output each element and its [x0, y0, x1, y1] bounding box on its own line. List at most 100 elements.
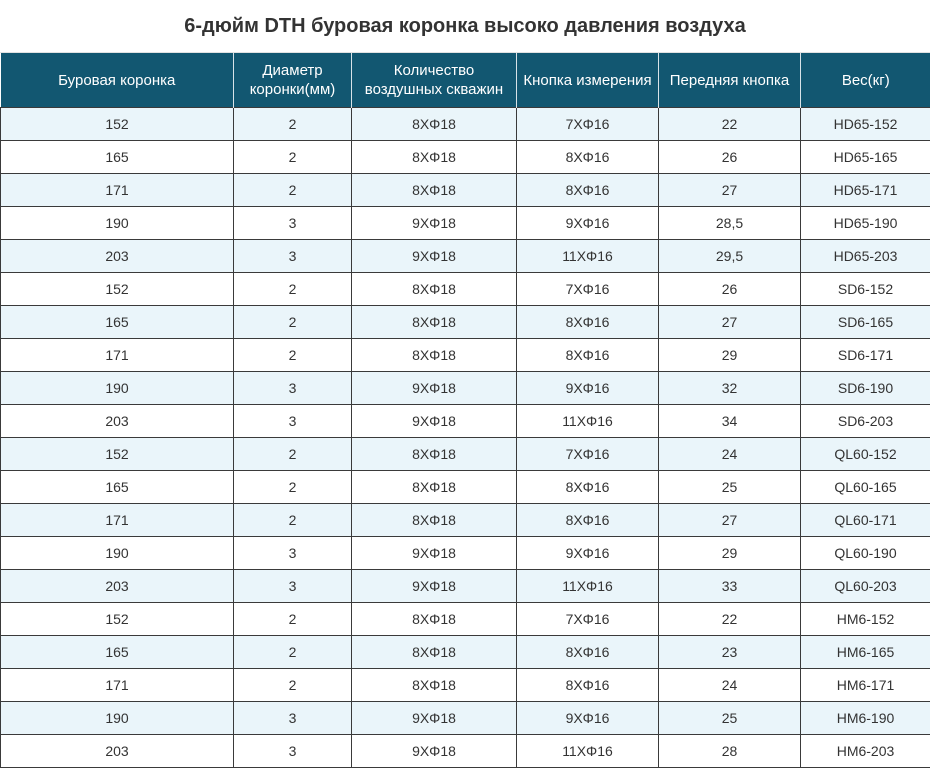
cell-gauge-button: 7XΦ16 [517, 108, 659, 141]
cell-bit-diameter: 2 [234, 108, 352, 141]
cell-gauge-button: 7XΦ16 [517, 273, 659, 306]
cell-weight: HM6-190 [801, 702, 930, 735]
cell-air-holes: 8XΦ18 [352, 471, 517, 504]
cell-front-button: 25 [659, 702, 801, 735]
cell-drill-bit: 171 [1, 339, 234, 372]
cell-front-button: 28,5 [659, 207, 801, 240]
cell-weight: SD6-171 [801, 339, 930, 372]
cell-weight: QL60-190 [801, 537, 930, 570]
cell-bit-diameter: 2 [234, 636, 352, 669]
table-header: Буровая коронка Диаметр коронки(мм) Коли… [1, 53, 930, 108]
cell-weight: SD6-152 [801, 273, 930, 306]
cell-air-holes: 9XΦ18 [352, 570, 517, 603]
column-header-weight: Вес(кг) [801, 53, 930, 108]
cell-front-button: 32 [659, 372, 801, 405]
cell-gauge-button: 11XΦ16 [517, 735, 659, 768]
cell-gauge-button: 8XΦ16 [517, 504, 659, 537]
cell-gauge-button: 8XΦ16 [517, 669, 659, 702]
cell-bit-diameter: 3 [234, 240, 352, 273]
cell-air-holes: 9XΦ18 [352, 405, 517, 438]
cell-weight: QL60-165 [801, 471, 930, 504]
cell-front-button: 22 [659, 108, 801, 141]
cell-front-button: 24 [659, 669, 801, 702]
cell-air-holes: 8XΦ18 [352, 603, 517, 636]
cell-air-holes: 8XΦ18 [352, 306, 517, 339]
cell-drill-bit: 152 [1, 273, 234, 306]
cell-drill-bit: 152 [1, 108, 234, 141]
cell-weight: QL60-152 [801, 438, 930, 471]
cell-gauge-button: 9XΦ16 [517, 537, 659, 570]
cell-weight: QL60-171 [801, 504, 930, 537]
cell-gauge-button: 7XΦ16 [517, 438, 659, 471]
cell-front-button: 27 [659, 504, 801, 537]
cell-gauge-button: 9XΦ16 [517, 372, 659, 405]
cell-gauge-button: 8XΦ16 [517, 141, 659, 174]
cell-front-button: 27 [659, 174, 801, 207]
cell-drill-bit: 152 [1, 438, 234, 471]
cell-air-holes: 8XΦ18 [352, 273, 517, 306]
cell-air-holes: 9XΦ18 [352, 537, 517, 570]
cell-air-holes: 9XΦ18 [352, 240, 517, 273]
cell-weight: HM6-152 [801, 603, 930, 636]
cell-front-button: 24 [659, 438, 801, 471]
cell-drill-bit: 165 [1, 141, 234, 174]
cell-drill-bit: 203 [1, 240, 234, 273]
cell-drill-bit: 190 [1, 702, 234, 735]
cell-drill-bit: 165 [1, 636, 234, 669]
cell-weight: HM6-171 [801, 669, 930, 702]
cell-gauge-button: 9XΦ16 [517, 207, 659, 240]
cell-front-button: 33 [659, 570, 801, 603]
cell-weight: SD6-190 [801, 372, 930, 405]
column-header-drill-bit: Буровая коронка [1, 53, 234, 108]
cell-gauge-button: 8XΦ16 [517, 471, 659, 504]
cell-air-holes: 8XΦ18 [352, 108, 517, 141]
cell-gauge-button: 7XΦ16 [517, 603, 659, 636]
column-header-front-button: Передняя кнопка [659, 53, 801, 108]
cell-air-holes: 9XΦ18 [352, 735, 517, 768]
spec-table: Буровая коронка Диаметр коронки(мм) Коли… [0, 53, 930, 768]
cell-bit-diameter: 2 [234, 471, 352, 504]
cell-bit-diameter: 3 [234, 207, 352, 240]
cell-drill-bit: 190 [1, 537, 234, 570]
header-row: Буровая коронка Диаметр коронки(мм) Коли… [1, 53, 930, 108]
cell-bit-diameter: 2 [234, 339, 352, 372]
cell-air-holes: 8XΦ18 [352, 438, 517, 471]
cell-bit-diameter: 2 [234, 141, 352, 174]
cell-gauge-button: 8XΦ16 [517, 636, 659, 669]
cell-front-button: 26 [659, 141, 801, 174]
cell-bit-diameter: 3 [234, 537, 352, 570]
cell-front-button: 29 [659, 339, 801, 372]
cell-weight: HM6-165 [801, 636, 930, 669]
cell-bit-diameter: 2 [234, 438, 352, 471]
cell-drill-bit: 190 [1, 207, 234, 240]
cell-drill-bit: 171 [1, 504, 234, 537]
cell-weight: QL60-203 [801, 570, 930, 603]
cell-weight: HM6-203 [801, 735, 930, 768]
cell-drill-bit: 165 [1, 471, 234, 504]
cell-front-button: 28 [659, 735, 801, 768]
cell-weight: HD65-165 [801, 141, 930, 174]
cell-gauge-button: 8XΦ16 [517, 306, 659, 339]
cell-drill-bit: 203 [1, 735, 234, 768]
cell-drill-bit: 165 [1, 306, 234, 339]
page-title: 6-дюйм DTH буровая коронка высоко давлен… [0, 0, 930, 53]
cell-air-holes: 8XΦ18 [352, 504, 517, 537]
cell-front-button: 25 [659, 471, 801, 504]
cell-weight: HD65-203 [801, 240, 930, 273]
cell-drill-bit: 190 [1, 372, 234, 405]
